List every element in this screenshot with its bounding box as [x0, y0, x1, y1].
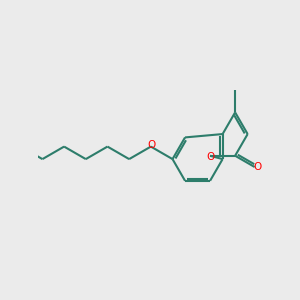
- Text: O: O: [206, 152, 214, 162]
- Text: O: O: [147, 140, 155, 150]
- Text: O: O: [254, 162, 262, 172]
